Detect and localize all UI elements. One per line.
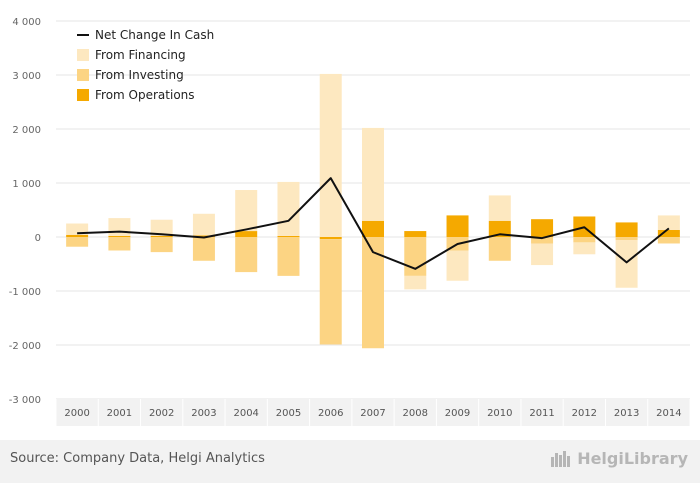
legend-swatch [77,89,89,101]
bar-from-financing [319,73,342,237]
y-tick-label: 0 [35,233,41,244]
x-axis: 2000 2001 2002 2003 2004 2005 2006 2007 2008 2009… [55,399,691,426]
bar-from-investing [362,237,384,349]
bar-from-financing [150,219,173,236]
bar-from-financing [108,218,131,236]
x-tick-label: 2002 [149,408,174,419]
bar-from-operations [277,235,300,237]
x-tick-label: 2011 [529,408,554,419]
y-tick-label: 3 000 [12,71,41,82]
legend: Net Change In Cash From Financing From Inv… [77,28,214,102]
legend-swatch [77,49,89,61]
x-tick-label: 2012 [572,408,597,419]
bar-from-investing [192,237,215,261]
brand-name: HelgiLibrary [577,449,688,468]
x-tick-label: 2006 [318,408,343,419]
bar-from-investing [277,237,300,276]
bar-from-operations [150,235,173,237]
bar-from-financing [573,242,596,255]
bar-from-operations [446,215,469,237]
legend-label: From Financing [95,48,186,62]
brand-logo: HelgiLibrary [550,449,688,468]
bar-from-investing [235,237,258,273]
legend-label: Net Change In Cash [95,28,214,42]
y-tick-label: -3 000 [9,395,41,406]
bar-from-operations [404,231,427,237]
bar-from-operations [235,231,258,237]
x-tick-label: 2001 [107,408,132,419]
x-tick-label: 2009 [445,408,470,419]
bars [66,73,680,349]
bar-from-operations [66,234,89,237]
bar-from-financing [657,215,680,230]
bar-from-investing [150,237,173,253]
bar-from-financing [235,190,258,232]
bar-from-investing [657,237,680,244]
bar-from-investing [319,239,342,345]
bar-from-operations [192,235,215,237]
x-tick-label: 2004 [233,408,258,419]
series-line-net-change-in-cash [77,177,670,270]
x-tick-label: 2014 [656,408,681,419]
y-tick-label: -1 000 [9,287,41,298]
legend-label: From Investing [95,68,184,82]
bar-from-operations [108,235,131,237]
y-tick-label: -2 000 [9,341,41,352]
legend-label: From Operations [95,88,195,102]
net-change-line [77,177,670,270]
y-tick-label: 1 000 [12,179,41,190]
bar-from-investing [573,237,596,243]
x-tick-label: 2008 [403,408,428,419]
y-tick-label: 2 000 [12,125,41,136]
y-tick-label: 4 000 [12,17,41,28]
bar-from-financing [192,213,215,236]
source-note: Source: Company Data, Helgi Analytics [10,451,265,466]
bar-from-investing [615,237,638,241]
footer: Source: Company Data, Helgi Analytics He… [0,440,700,483]
bar-from-operations [319,237,342,240]
bar-from-operations [531,219,554,237]
bar-from-investing [108,237,131,251]
bar-from-financing [488,195,511,221]
library-icon [550,450,572,467]
bar-from-investing [488,237,511,261]
bar-from-financing [362,127,384,221]
x-tick-label: 2007 [360,408,385,419]
bar-from-financing [531,243,554,266]
bar-from-financing [615,240,638,288]
x-tick-label: 2013 [614,408,639,419]
bar-from-financing [404,275,427,290]
bar-from-investing [66,237,89,247]
legend-swatch [77,69,89,81]
bar-from-operations [615,222,638,237]
x-tick-label: 2000 [64,408,89,419]
x-tick-label: 2005 [276,408,301,419]
y-axis: -3 000 -2 000 -1 000 0 1 000 2 000 3 000 4 000 [9,17,41,406]
bar-from-investing [404,237,427,276]
bar-from-financing [66,223,89,235]
bar-from-financing [446,250,469,281]
x-tick-label: 2010 [487,408,512,419]
x-tick-label: 2003 [191,408,216,419]
bar-from-operations [657,229,680,237]
bar-from-investing [531,237,554,244]
bar-from-operations [488,220,511,237]
bar-from-operations [362,220,384,237]
x-axis-band [56,399,690,426]
bar-from-financing [277,181,300,236]
